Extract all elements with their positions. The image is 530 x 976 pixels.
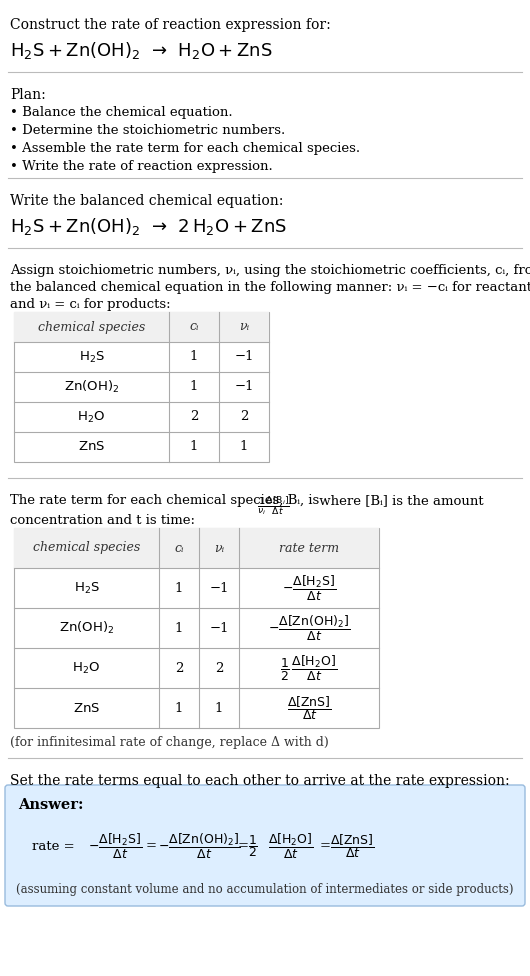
Text: • Balance the chemical equation.: • Balance the chemical equation. xyxy=(10,106,233,119)
Text: cᵢ: cᵢ xyxy=(189,320,199,334)
Text: =: = xyxy=(320,839,331,852)
Text: (for infinitesimal rate of change, replace Δ with d): (for infinitesimal rate of change, repla… xyxy=(10,736,329,749)
Bar xyxy=(14,312,269,462)
Text: $-\dfrac{\Delta[\mathrm{Zn(OH)_2}]}{\Delta t}$: $-\dfrac{\Delta[\mathrm{Zn(OH)_2}]}{\Del… xyxy=(158,832,240,861)
Text: 1: 1 xyxy=(175,622,183,634)
Text: and νᵢ = cᵢ for products:: and νᵢ = cᵢ for products: xyxy=(10,298,171,311)
Text: 1: 1 xyxy=(175,702,183,714)
Text: chemical species: chemical species xyxy=(33,542,140,554)
FancyBboxPatch shape xyxy=(5,785,525,906)
Text: Assign stoichiometric numbers, νᵢ, using the stoichiometric coefficients, cᵢ, fr: Assign stoichiometric numbers, νᵢ, using… xyxy=(10,264,530,277)
Text: • Write the rate of reaction expression.: • Write the rate of reaction expression. xyxy=(10,160,273,173)
Text: $\mathrm{H_2S + Zn(OH)_2}$  →  $\mathrm{H_2O + ZnS}$: $\mathrm{H_2S + Zn(OH)_2}$ → $\mathrm{H_… xyxy=(10,40,272,61)
Text: 1: 1 xyxy=(190,350,198,363)
Text: −1: −1 xyxy=(234,381,254,393)
Text: 2: 2 xyxy=(215,662,223,674)
Text: Answer:: Answer: xyxy=(18,798,84,812)
Text: $\mathrm{ZnS}$: $\mathrm{ZnS}$ xyxy=(78,440,105,454)
Text: 1: 1 xyxy=(190,440,198,454)
Text: Plan:: Plan: xyxy=(10,88,46,102)
Text: 1: 1 xyxy=(190,381,198,393)
Text: $\dfrac{1}{2}$: $\dfrac{1}{2}$ xyxy=(248,834,258,859)
Text: $\mathrm{H_2S + Zn(OH)_2}$  →  $\mathrm{2\,H_2O + ZnS}$: $\mathrm{H_2S + Zn(OH)_2}$ → $\mathrm{2\… xyxy=(10,216,287,237)
Text: 1: 1 xyxy=(240,440,248,454)
Text: $\mathrm{H_2O}$: $\mathrm{H_2O}$ xyxy=(73,661,101,675)
Text: νᵢ: νᵢ xyxy=(214,542,224,554)
Text: • Assemble the rate term for each chemical species.: • Assemble the rate term for each chemic… xyxy=(10,142,360,155)
Text: where [Bᵢ] is the amount: where [Bᵢ] is the amount xyxy=(315,494,483,507)
Text: $\mathrm{Zn(OH)_2}$: $\mathrm{Zn(OH)_2}$ xyxy=(59,620,114,636)
Bar xyxy=(14,528,379,568)
Text: $-\dfrac{\Delta[\mathrm{H_2S}]}{\Delta t}$: $-\dfrac{\Delta[\mathrm{H_2S}]}{\Delta t… xyxy=(282,574,336,602)
Text: $\dfrac{\Delta[\mathrm{ZnS}]}{\Delta t}$: $\dfrac{\Delta[\mathrm{ZnS}]}{\Delta t}$ xyxy=(287,694,331,722)
Text: rate =: rate = xyxy=(32,839,79,852)
Text: −1: −1 xyxy=(209,622,229,634)
Text: Construct the rate of reaction expression for:: Construct the rate of reaction expressio… xyxy=(10,18,331,32)
Text: $\dfrac{\Delta[\mathrm{H_2O}]}{\Delta t}$: $\dfrac{\Delta[\mathrm{H_2O}]}{\Delta t}… xyxy=(268,832,314,861)
Text: $\mathrm{H_2S}$: $\mathrm{H_2S}$ xyxy=(74,581,100,595)
Text: Write the balanced chemical equation:: Write the balanced chemical equation: xyxy=(10,194,284,208)
Text: The rate term for each chemical species, Bᵢ, is: The rate term for each chemical species,… xyxy=(10,494,319,507)
Text: νᵢ: νᵢ xyxy=(239,320,249,334)
Text: −1: −1 xyxy=(209,582,229,594)
Text: concentration and t is time:: concentration and t is time: xyxy=(10,514,195,527)
Text: $\frac{1}{\nu_i}\frac{\Delta[\mathrm{B}_i]}{\Delta t}$: $\frac{1}{\nu_i}\frac{\Delta[\mathrm{B}_… xyxy=(257,494,290,517)
Text: −1: −1 xyxy=(234,350,254,363)
Text: Set the rate terms equal to each other to arrive at the rate expression:: Set the rate terms equal to each other t… xyxy=(10,774,510,788)
Text: $\dfrac{\Delta[\mathrm{ZnS}]}{\Delta t}$: $\dfrac{\Delta[\mathrm{ZnS}]}{\Delta t}$ xyxy=(330,833,375,860)
Text: chemical species: chemical species xyxy=(38,320,145,334)
Text: $\mathrm{ZnS}$: $\mathrm{ZnS}$ xyxy=(73,702,100,714)
Text: (assuming constant volume and no accumulation of intermediates or side products): (assuming constant volume and no accumul… xyxy=(16,883,514,897)
Text: cᵢ: cᵢ xyxy=(174,542,184,554)
Text: 1: 1 xyxy=(215,702,223,714)
Text: $-\dfrac{\Delta[\mathrm{Zn(OH)_2}]}{\Delta t}$: $-\dfrac{\Delta[\mathrm{Zn(OH)_2}]}{\Del… xyxy=(268,614,350,642)
Text: $\mathrm{Zn(OH)_2}$: $\mathrm{Zn(OH)_2}$ xyxy=(64,379,119,395)
Text: $\dfrac{1}{2}\,\dfrac{\Delta[\mathrm{H_2O}]}{\Delta t}$: $\dfrac{1}{2}\,\dfrac{\Delta[\mathrm{H_2… xyxy=(280,654,338,682)
Text: $\mathrm{H_2O}$: $\mathrm{H_2O}$ xyxy=(77,410,105,425)
Text: =: = xyxy=(238,839,249,852)
Bar xyxy=(14,312,269,342)
Text: • Determine the stoichiometric numbers.: • Determine the stoichiometric numbers. xyxy=(10,124,285,137)
Text: $\mathrm{H_2S}$: $\mathrm{H_2S}$ xyxy=(78,349,104,365)
Text: 2: 2 xyxy=(240,411,248,424)
Bar xyxy=(14,528,379,728)
Text: rate term: rate term xyxy=(279,542,339,554)
Text: $-\dfrac{\Delta[\mathrm{H_2S}]}{\Delta t}$: $-\dfrac{\Delta[\mathrm{H_2S}]}{\Delta t… xyxy=(88,832,142,861)
Text: the balanced chemical equation in the following manner: νᵢ = −cᵢ for reactants: the balanced chemical equation in the fo… xyxy=(10,281,530,294)
Text: =: = xyxy=(146,839,157,852)
Text: 1: 1 xyxy=(175,582,183,594)
Text: 2: 2 xyxy=(190,411,198,424)
Text: 2: 2 xyxy=(175,662,183,674)
